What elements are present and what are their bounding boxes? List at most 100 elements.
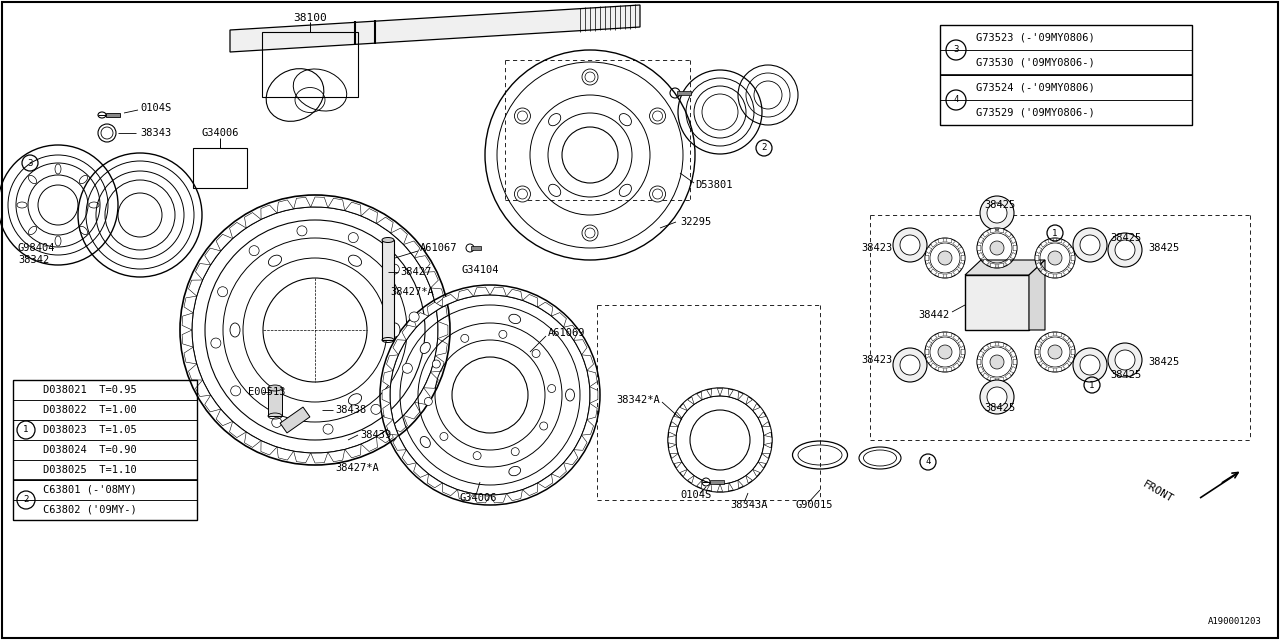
Text: 38427: 38427 [399,267,431,277]
Polygon shape [758,417,768,426]
Bar [262,32,358,97]
Polygon shape [376,217,393,233]
Circle shape [1108,343,1142,377]
Polygon shape [1005,345,1011,351]
Polygon shape [746,399,756,410]
Polygon shape [1005,372,1011,379]
Polygon shape [668,426,678,435]
Text: 38438: 38438 [335,405,366,415]
Bar [710,480,724,484]
Text: 3: 3 [954,45,959,54]
Polygon shape [983,345,989,351]
Polygon shape [443,294,457,307]
Polygon shape [1041,335,1047,341]
Polygon shape [1071,349,1075,355]
Text: D038021  T=0.95: D038021 T=0.95 [44,385,137,395]
Polygon shape [573,340,588,355]
Polygon shape [474,493,490,503]
Polygon shape [977,359,980,365]
Polygon shape [1036,262,1042,269]
Text: D53801: D53801 [695,180,732,190]
Circle shape [348,232,358,243]
Bar [268,388,282,416]
Bar [471,246,481,250]
Polygon shape [959,247,964,253]
Polygon shape [1062,241,1069,247]
Circle shape [389,264,399,274]
Polygon shape [991,263,996,268]
Text: G73529 ('09MY0806-): G73529 ('09MY0806-) [977,108,1094,118]
Polygon shape [1041,241,1047,247]
Polygon shape [1005,259,1011,265]
Polygon shape [931,269,937,275]
Circle shape [461,334,468,342]
Circle shape [1115,350,1135,370]
Polygon shape [925,349,929,355]
Polygon shape [952,241,959,247]
Text: D038024  T=0.90: D038024 T=0.90 [44,445,137,455]
Text: 1: 1 [1052,228,1057,237]
Polygon shape [983,231,989,237]
Polygon shape [997,377,1004,382]
Polygon shape [938,273,945,278]
Text: 0104S: 0104S [680,490,712,500]
Polygon shape [959,341,964,348]
Polygon shape [581,355,594,371]
Polygon shape [196,380,211,397]
Polygon shape [328,198,344,211]
Circle shape [980,196,1014,230]
Polygon shape [430,356,444,372]
Polygon shape [672,417,682,426]
Polygon shape [931,241,937,247]
Polygon shape [383,403,393,420]
Circle shape [938,251,952,265]
Polygon shape [293,451,311,463]
Ellipse shape [509,314,521,324]
Polygon shape [402,325,416,340]
Polygon shape [758,454,768,463]
Polygon shape [927,262,932,269]
Text: 3: 3 [27,159,33,168]
Circle shape [515,186,530,202]
Bar [280,407,310,433]
Polygon shape [393,435,406,451]
Text: 32295: 32295 [680,217,712,227]
Polygon shape [927,341,932,348]
Polygon shape [590,387,598,403]
Polygon shape [1010,252,1016,259]
Bar [940,75,1192,100]
Polygon shape [563,325,577,340]
Polygon shape [276,447,293,460]
Polygon shape [991,342,996,347]
Polygon shape [1056,332,1061,337]
Polygon shape [522,294,538,307]
Circle shape [653,189,663,199]
Polygon shape [588,371,598,387]
Polygon shape [978,351,984,358]
Ellipse shape [268,385,282,391]
Polygon shape [457,289,474,300]
Text: 38423: 38423 [861,243,893,253]
Polygon shape [710,388,719,397]
Text: G73523 (-'09MY0806): G73523 (-'09MY0806) [977,33,1094,42]
Bar [381,240,394,340]
Circle shape [1073,228,1107,262]
Text: 38425: 38425 [1110,233,1142,243]
Polygon shape [538,474,553,488]
Text: 38427*A: 38427*A [390,287,434,297]
Polygon shape [927,247,932,253]
Bar [677,91,691,95]
Polygon shape [415,388,430,404]
Text: 38342*A: 38342*A [616,395,660,405]
Bar [940,25,1192,125]
Polygon shape [244,212,261,228]
Polygon shape [927,356,932,363]
Circle shape [893,228,927,262]
Text: 1: 1 [23,426,28,435]
Ellipse shape [549,184,561,196]
Polygon shape [938,238,945,243]
Bar [13,380,197,520]
Bar [13,420,197,440]
Polygon shape [1010,237,1016,244]
Polygon shape [573,435,588,451]
